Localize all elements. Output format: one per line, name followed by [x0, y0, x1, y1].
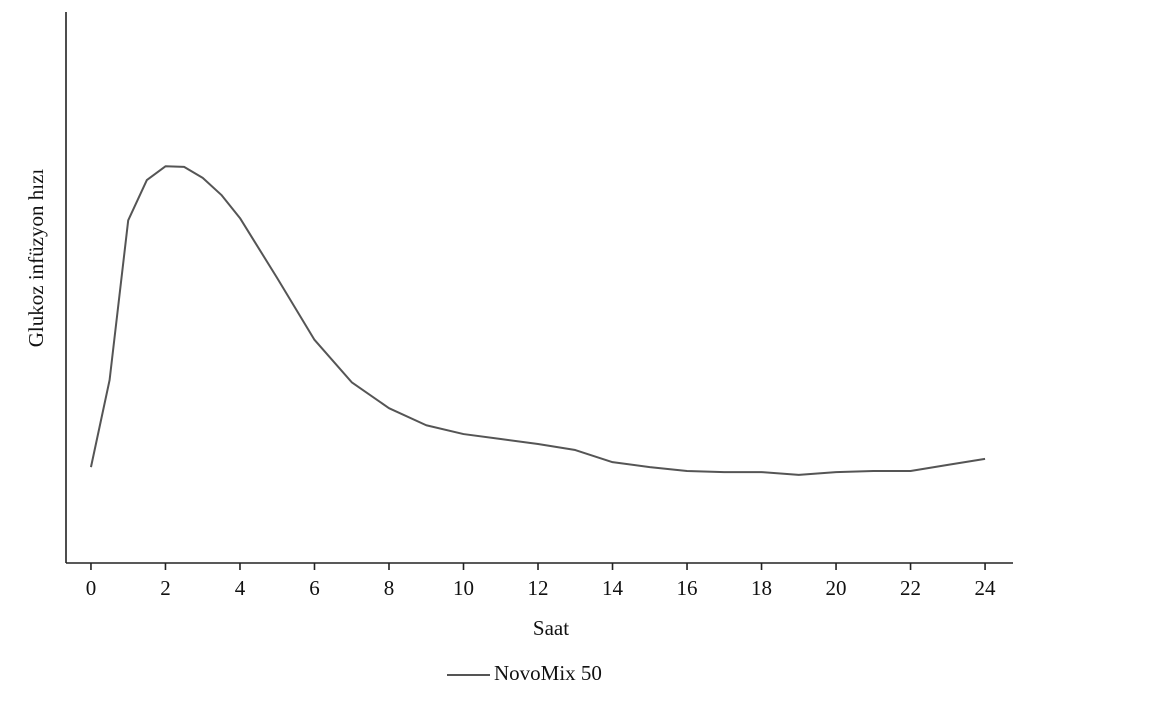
x-tick-label: 10 — [453, 576, 474, 600]
x-tick-label: 2 — [160, 576, 171, 600]
x-tick-label: 20 — [826, 576, 847, 600]
x-tick-label: 12 — [528, 576, 549, 600]
x-tick-label: 4 — [235, 576, 246, 600]
data-line — [89, 165, 986, 476]
x-tick-label: 18 — [751, 576, 772, 600]
x-tick-label: 24 — [975, 576, 997, 600]
x-tick-label: 6 — [309, 576, 320, 600]
x-tick-label: 14 — [602, 576, 624, 600]
x-tick-label: 8 — [384, 576, 395, 600]
x-tick-label: 16 — [677, 576, 698, 600]
x-tick-label: 22 — [900, 576, 921, 600]
x-tick-label: 0 — [86, 576, 97, 600]
legend-label: NovoMix 50 — [494, 661, 602, 685]
y-axis-label: Glukoz infüzyon hızı — [24, 169, 48, 348]
x-axis-label: Saat — [533, 616, 569, 640]
